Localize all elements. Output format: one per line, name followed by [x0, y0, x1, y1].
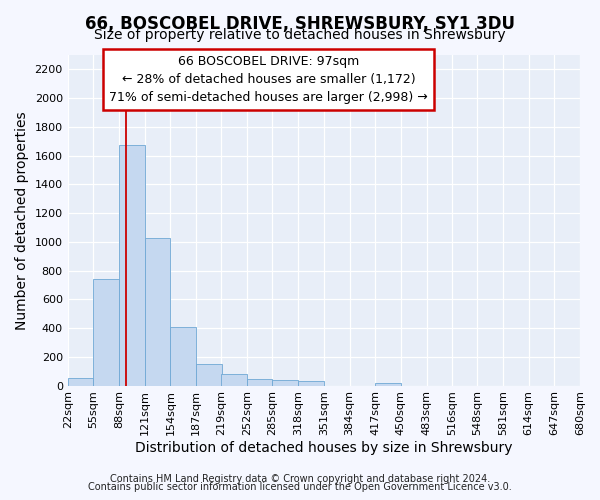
X-axis label: Distribution of detached houses by size in Shrewsbury: Distribution of detached houses by size … — [135, 441, 512, 455]
Bar — [272, 380, 298, 386]
Bar — [68, 378, 94, 386]
Bar — [145, 238, 170, 386]
Text: Contains HM Land Registry data © Crown copyright and database right 2024.: Contains HM Land Registry data © Crown c… — [110, 474, 490, 484]
Bar — [375, 382, 401, 386]
Bar — [94, 279, 119, 386]
Text: 66 BOSCOBEL DRIVE: 97sqm
← 28% of detached houses are smaller (1,172)
71% of sem: 66 BOSCOBEL DRIVE: 97sqm ← 28% of detach… — [109, 55, 428, 104]
Text: 66, BOSCOBEL DRIVE, SHREWSBURY, SY1 3DU: 66, BOSCOBEL DRIVE, SHREWSBURY, SY1 3DU — [85, 15, 515, 33]
Bar — [196, 364, 222, 386]
Bar — [247, 378, 272, 386]
Bar — [170, 328, 196, 386]
Text: Size of property relative to detached houses in Shrewsbury: Size of property relative to detached ho… — [94, 28, 506, 42]
Y-axis label: Number of detached properties: Number of detached properties — [15, 111, 29, 330]
Bar — [298, 382, 324, 386]
Bar — [119, 145, 145, 386]
Text: Contains public sector information licensed under the Open Government Licence v3: Contains public sector information licen… — [88, 482, 512, 492]
Bar — [221, 374, 247, 386]
